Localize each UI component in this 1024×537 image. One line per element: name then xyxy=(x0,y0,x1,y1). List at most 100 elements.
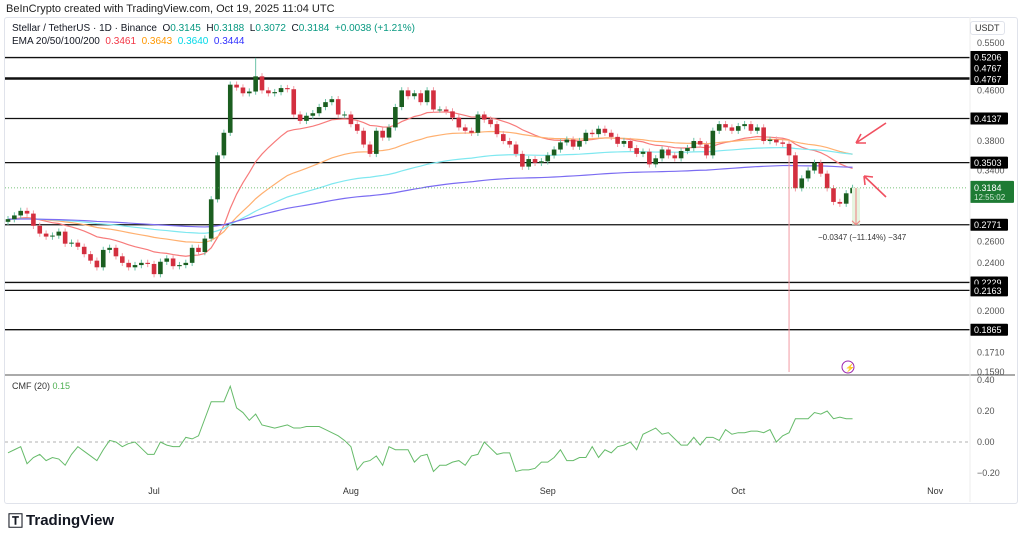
candle-body xyxy=(405,90,411,97)
candle-body xyxy=(120,256,125,263)
candle xyxy=(748,120,754,134)
ema200-line xyxy=(7,164,853,228)
candle xyxy=(501,130,506,145)
candle-body xyxy=(247,91,252,94)
candle-body xyxy=(843,193,849,204)
candle-body xyxy=(697,141,703,145)
ema20-value: 0.3461 xyxy=(105,36,137,47)
candle xyxy=(513,141,519,158)
candle xyxy=(393,103,398,131)
price-axis-tick: 0.3800 xyxy=(977,136,1005,146)
high-label: H xyxy=(206,23,214,34)
cmf-axis-tick: −0.20 xyxy=(977,468,1000,478)
candle-body xyxy=(564,139,570,143)
level-label: 0.2229 xyxy=(974,278,1002,288)
candle-body xyxy=(374,130,379,154)
candle xyxy=(278,84,284,96)
candle xyxy=(291,86,297,118)
candle-body xyxy=(539,161,544,163)
cmf-value: 0.15 xyxy=(52,381,71,391)
candle xyxy=(145,259,150,268)
price-axis-tick: 0.4600 xyxy=(977,85,1005,95)
candle xyxy=(100,246,106,271)
candle-body xyxy=(659,149,665,159)
candle-body xyxy=(75,242,81,247)
ema-legend: EMA 20/50/100/200 0.3461 0.3643 0.3640 0… xyxy=(12,35,415,48)
arrow-annotation-icon xyxy=(855,122,887,144)
candle-body xyxy=(158,261,163,275)
tradingview-logo[interactable]: 🅃 TradingView xyxy=(8,510,114,531)
cmf-label[interactable]: CMF (20) xyxy=(12,381,50,391)
candle-body xyxy=(583,132,589,142)
candle-body xyxy=(81,246,87,255)
candle xyxy=(272,88,277,97)
candle-body xyxy=(62,231,68,244)
candle-body xyxy=(354,124,360,131)
candle xyxy=(361,127,366,148)
candle xyxy=(386,124,392,141)
candle xyxy=(247,88,252,97)
candle-body xyxy=(780,142,785,144)
candle xyxy=(183,259,189,269)
candle xyxy=(583,129,589,145)
candle-body xyxy=(126,262,131,268)
candle xyxy=(348,111,354,128)
candle xyxy=(729,124,735,134)
candle-body xyxy=(208,199,214,239)
candle xyxy=(570,136,576,150)
candle-body xyxy=(805,170,811,179)
cmf-axis-tick: 0.00 xyxy=(977,437,995,447)
candle xyxy=(164,255,170,265)
candle-body xyxy=(507,141,512,145)
candle-body xyxy=(399,90,404,108)
price-axis-tick: 0.2400 xyxy=(977,258,1005,268)
candle-body xyxy=(761,127,766,142)
candle xyxy=(837,198,843,207)
candle-body xyxy=(412,93,417,97)
candle-body xyxy=(520,153,525,167)
candle-body xyxy=(113,247,119,257)
candle xyxy=(24,207,30,217)
level-label-bg xyxy=(970,51,1008,63)
candle xyxy=(126,259,131,271)
candle-body xyxy=(723,124,728,128)
candle xyxy=(43,230,49,240)
candle xyxy=(259,73,265,94)
candle xyxy=(12,212,17,223)
chart-legend: Stellar / TetherUS · 1D · Binance O0.314… xyxy=(12,22,415,48)
level-label-bg xyxy=(970,156,1008,169)
candle-body xyxy=(431,90,436,110)
candle-body xyxy=(418,93,424,103)
candle-body xyxy=(678,150,684,159)
currency-label[interactable]: USDT xyxy=(970,21,1005,35)
price-axis-tick: 0.1590 xyxy=(977,367,1005,377)
ema-label[interactable]: EMA 20/50/100/200 xyxy=(12,36,100,47)
candle xyxy=(266,87,271,97)
candle xyxy=(50,232,55,240)
candle-body xyxy=(380,130,385,138)
symbol-name[interactable]: Stellar / TetherUS · 1D · Binance xyxy=(12,23,157,34)
candle-body xyxy=(685,148,690,151)
candle-body xyxy=(43,233,49,237)
candle-body xyxy=(615,136,620,144)
candle xyxy=(374,127,379,158)
candle xyxy=(202,235,208,256)
candle xyxy=(812,159,817,174)
candle-body xyxy=(145,262,150,264)
candle-body xyxy=(628,141,633,149)
candle-body xyxy=(666,149,671,156)
candle-body xyxy=(716,124,722,131)
candle xyxy=(450,108,455,121)
support-resistance-levels: 0.52060.47670.47670.41370.35030.27710.22… xyxy=(5,51,1008,336)
time-axis-tick: Sep xyxy=(540,486,556,496)
candle-body xyxy=(215,155,220,200)
candle xyxy=(577,137,582,150)
candle-body xyxy=(107,247,112,250)
candle xyxy=(793,152,798,192)
level-label-bg xyxy=(970,284,1008,297)
candle xyxy=(253,57,258,95)
candle xyxy=(761,124,766,145)
candle xyxy=(170,255,176,270)
candle-body xyxy=(742,124,747,127)
